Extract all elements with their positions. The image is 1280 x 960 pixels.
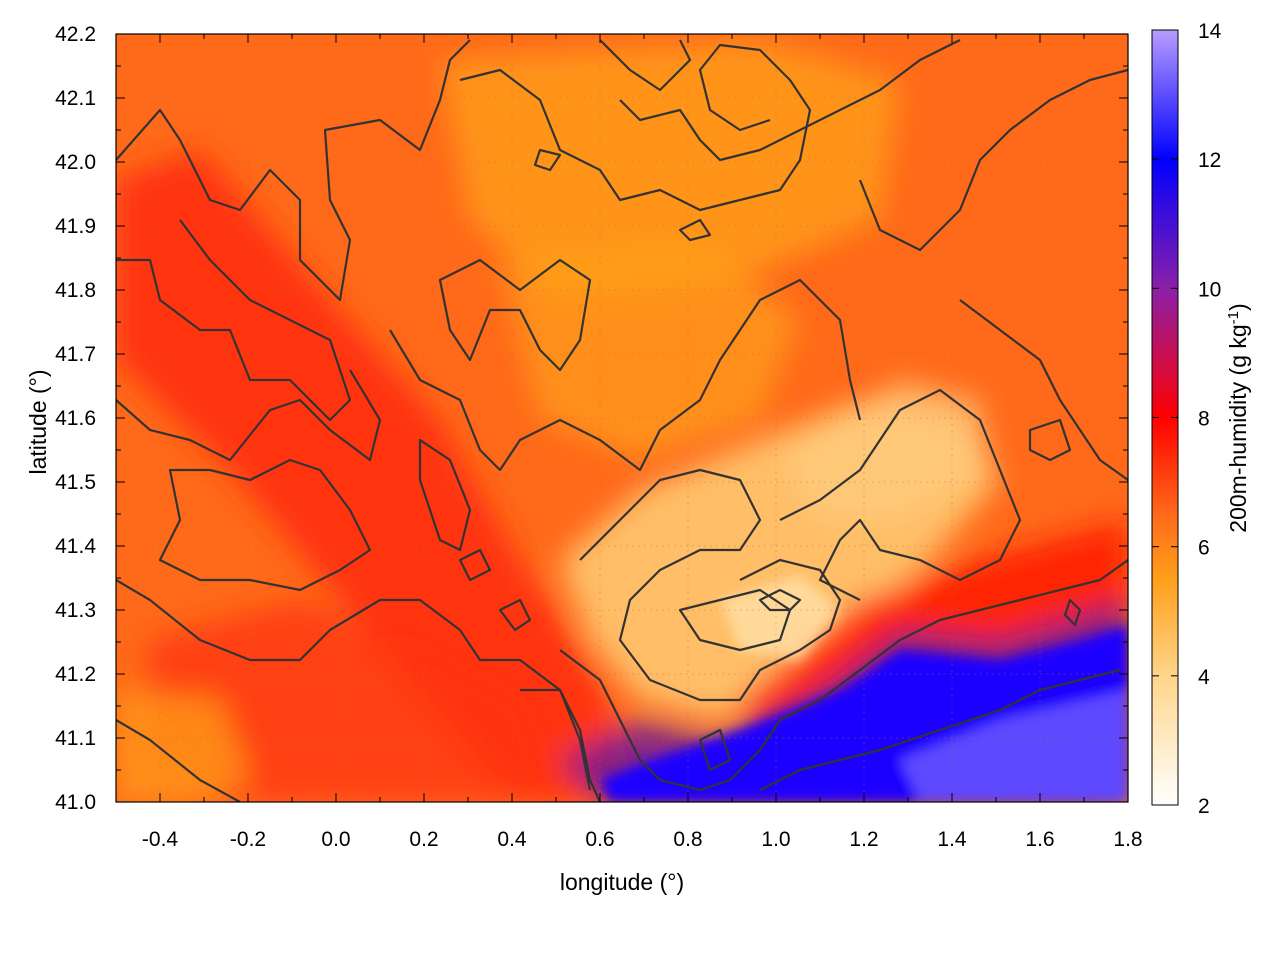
contour-line (759, 668, 1121, 791)
dry-region-east (780, 380, 990, 520)
dry-region-center-north (500, 240, 800, 460)
contour-line (779, 388, 1022, 601)
x-tick-label: -0.4 (142, 828, 179, 851)
contour-line (599, 39, 692, 92)
moist-band-southwest (140, 600, 560, 802)
x-tick-label: 0.0 (321, 828, 350, 851)
colorbar-tick-label: 14 (1198, 20, 1222, 43)
y-axis-title: latitude (°) (25, 369, 51, 474)
contour-line (459, 43, 812, 212)
y-tick-label: 41.9 (55, 215, 96, 238)
x-tick-label: -0.2 (230, 828, 266, 851)
moist-band-northwest (116, 150, 640, 802)
x-tick-label: 1.0 (761, 828, 790, 851)
contour-line (533, 148, 562, 172)
y-tick-label: 41.0 (55, 791, 96, 814)
contour-line (438, 258, 592, 372)
contour-line (116, 39, 471, 302)
y-tick-label: 41.8 (55, 279, 96, 302)
x-axis-title: longitude (°) (560, 869, 684, 895)
colorbar-tick-label: 6 (1198, 537, 1210, 560)
colorbar-title-base: 200m-humidity (g kg (1225, 324, 1251, 532)
y-tick-label: 42.0 (55, 151, 96, 174)
colorbar-title-sup: -1 (1225, 311, 1242, 324)
grid (116, 34, 1128, 802)
contour-line (158, 458, 372, 592)
x-tick-label: 0.8 (673, 828, 702, 851)
contour-line (758, 588, 802, 612)
colorbar-ticks: 2 4 6 8 10 12 14 (1152, 20, 1222, 818)
contour-line (678, 218, 712, 242)
colorbar-title-close: ) (1225, 303, 1251, 311)
contour-line (1063, 598, 1082, 627)
colorbar-tick-label: 12 (1198, 149, 1221, 172)
contour-line (959, 299, 1128, 481)
contour-line (389, 278, 862, 472)
contour-line (116, 579, 602, 802)
colorbar-tick-label: 4 (1198, 666, 1210, 689)
y-tick-label: 42.1 (55, 87, 96, 110)
x-tick-label: 1.8 (1113, 828, 1142, 851)
y-tick-label: 42.2 (55, 23, 96, 46)
y-axis: 41.0 41.1 41.2 41.3 41.4 41.5 41.6 41.7 41.8 41.9… (55, 23, 1128, 814)
contour-line (520, 688, 592, 791)
x-tick-label: 0.6 (585, 828, 614, 851)
contour-line (116, 719, 241, 802)
dry-region-north (440, 40, 900, 300)
contour-line (579, 468, 842, 702)
colorbar-tick-label: 10 (1198, 278, 1221, 301)
x-axis: -0.4 -0.2 0.0 0.2 0.4 0.6 0.8 1.0 1.2 1.4 1.6 1.8 (115, 34, 1143, 851)
contour-line (1028, 418, 1072, 462)
x-tick-label: 1.6 (1025, 828, 1054, 851)
contour-line (559, 559, 1128, 792)
x-tick-label: 0.2 (409, 828, 438, 851)
contour-line (116, 219, 352, 422)
colorbar-tick-label: 2 (1198, 795, 1210, 818)
y-tick-label: 41.1 (55, 727, 96, 750)
contour-line (498, 598, 532, 632)
contours (116, 39, 1128, 802)
y-tick-label: 41.2 (55, 663, 96, 686)
humidity-field (116, 34, 1128, 802)
y-tick-label: 41.4 (55, 535, 96, 558)
contour-line (458, 548, 492, 582)
colorbar-tick-label: 8 (1198, 408, 1210, 431)
contour-line (858, 68, 1128, 252)
contour-line (418, 438, 472, 552)
dry-region-southwest (116, 690, 250, 802)
dry-pocket-bright (720, 575, 840, 660)
y-tick-label: 41.7 (55, 343, 96, 366)
x-tick-label: 1.2 (849, 828, 878, 851)
y-tick-label: 41.5 (55, 471, 96, 494)
y-tick-label: 41.3 (55, 599, 96, 622)
humid-sea-bright (900, 690, 1128, 802)
contour-line (619, 39, 961, 162)
colorbar-title: 200m-humidity (g kg-1) (1225, 303, 1252, 532)
x-tick-label: 0.4 (497, 828, 527, 851)
contour-line (116, 369, 382, 462)
contour-line (698, 728, 732, 772)
x-tick-label: 1.4 (937, 828, 967, 851)
y-tick-label: 41.6 (55, 407, 96, 430)
contour-line (678, 588, 792, 652)
